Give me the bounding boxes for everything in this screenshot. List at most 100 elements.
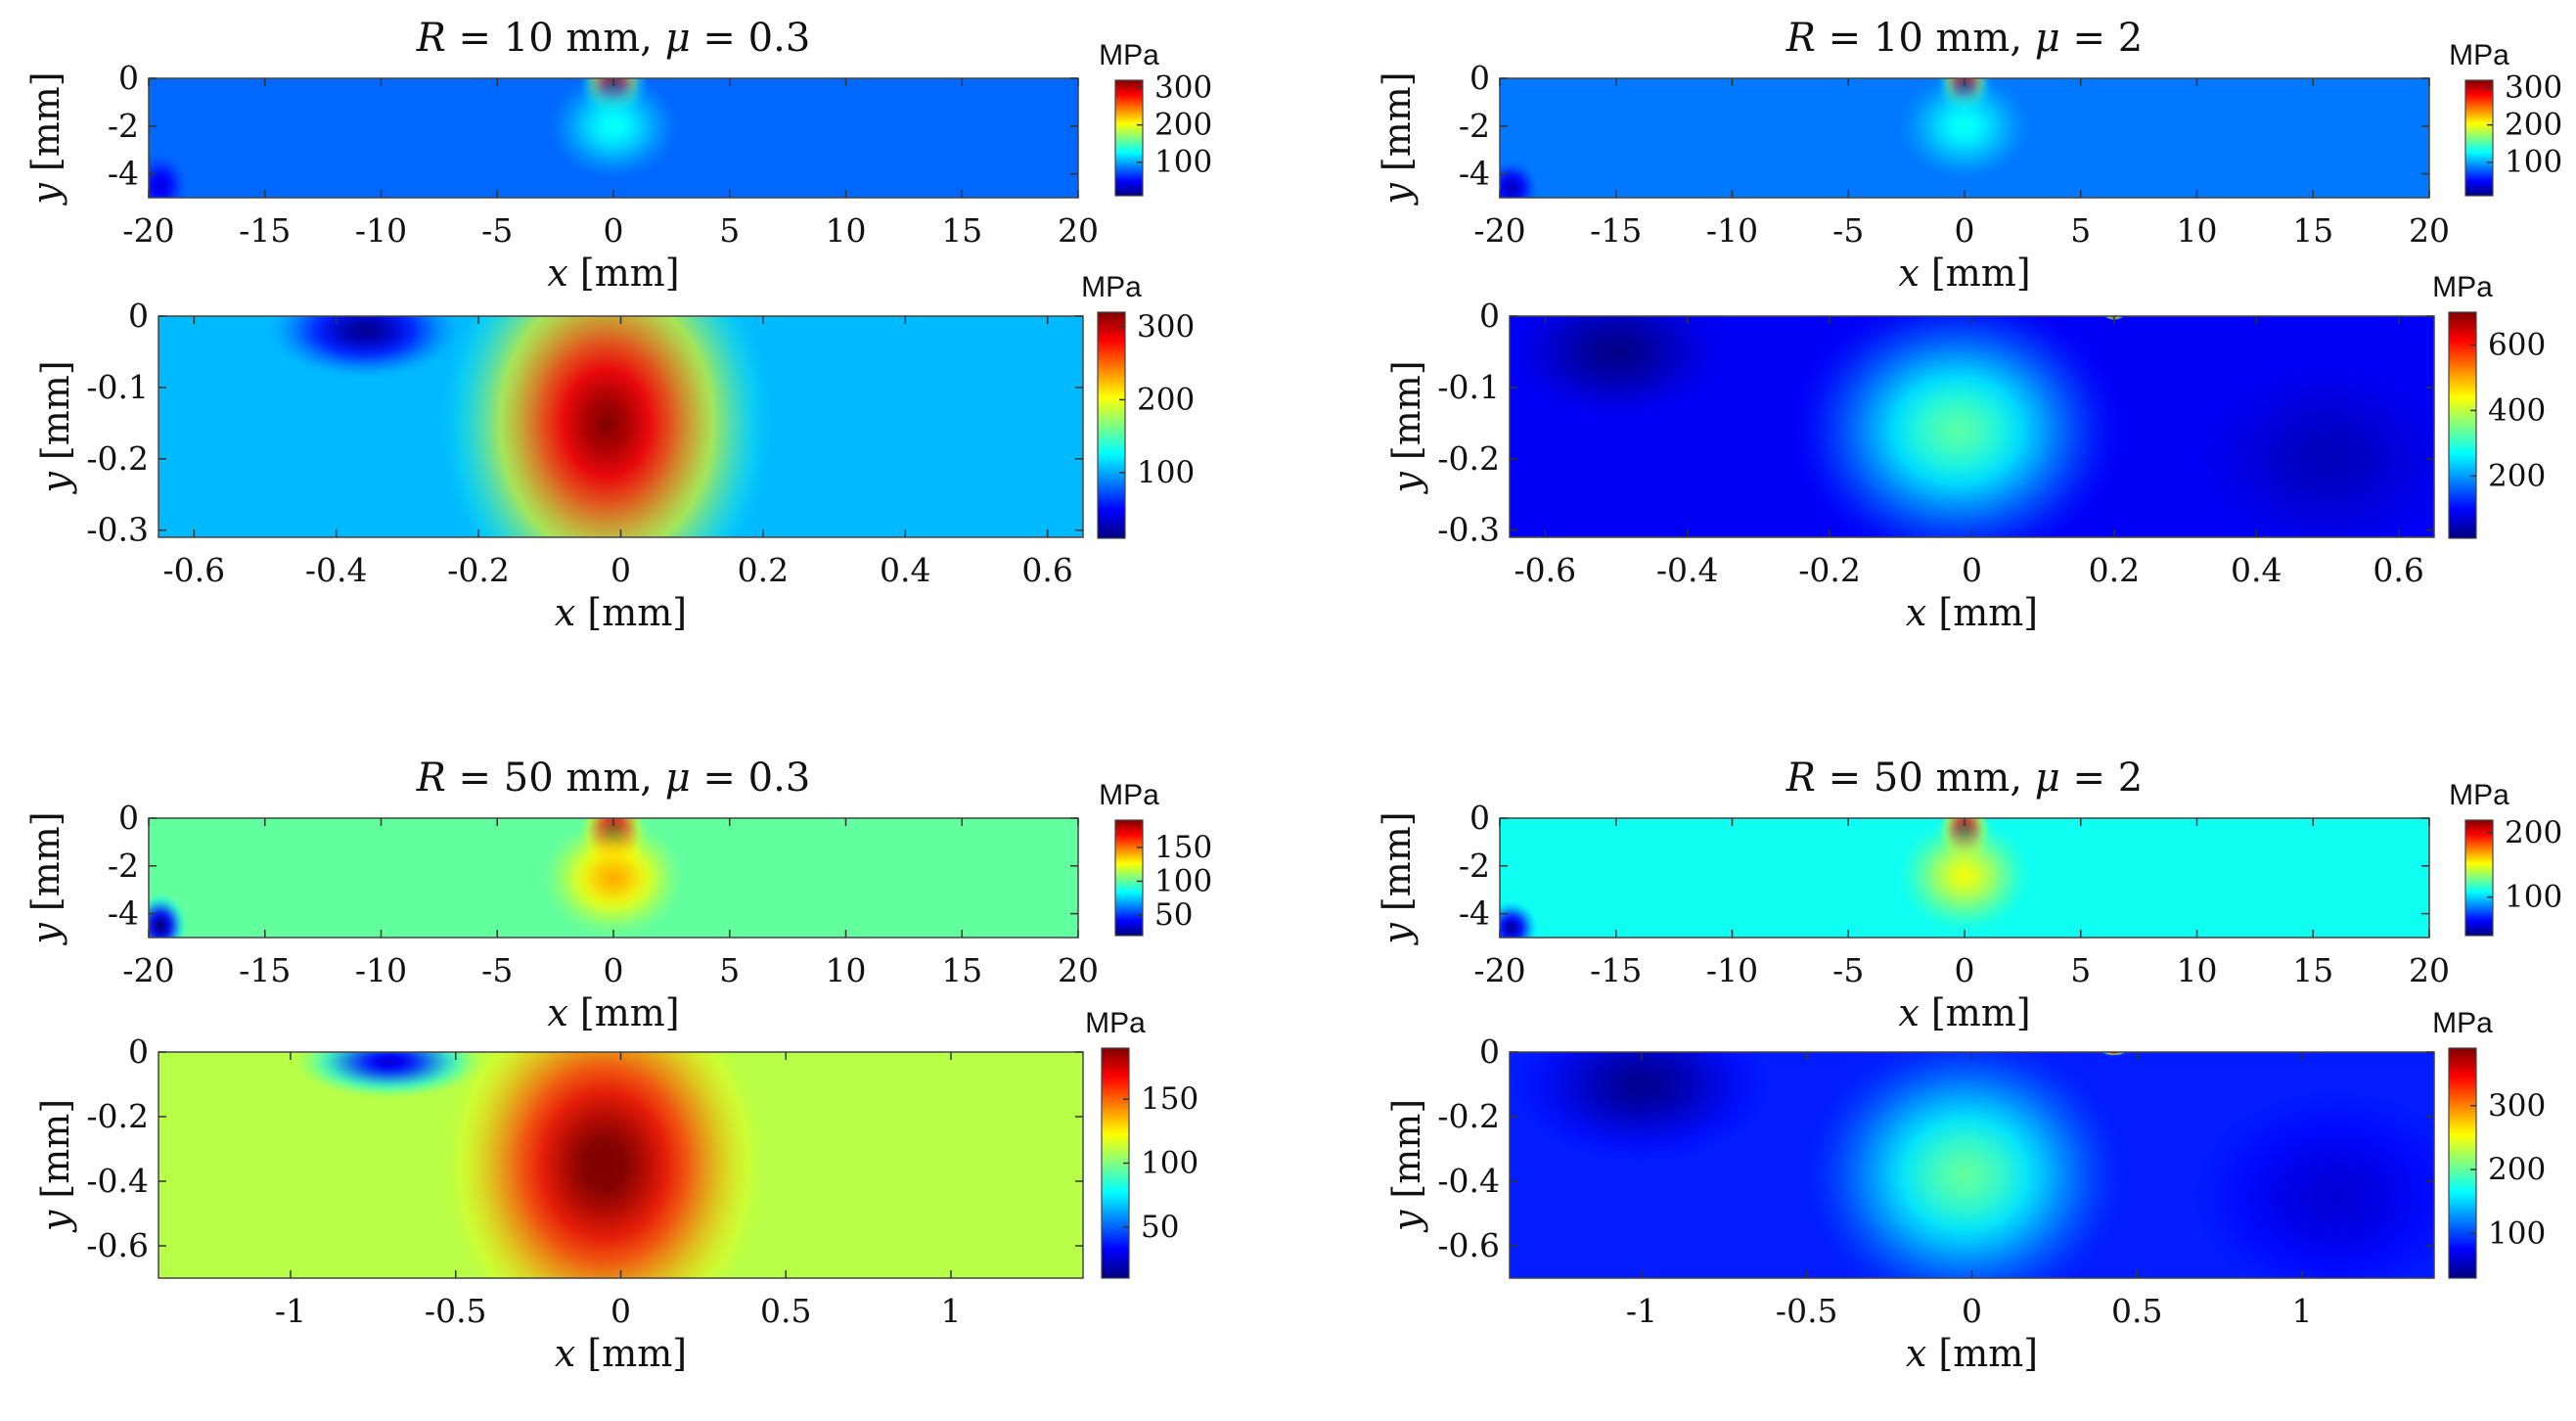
- colorbar-tick-label: 200: [2488, 1152, 2546, 1187]
- y-tick-label: -4: [108, 894, 139, 933]
- y-tick-label: 0: [118, 799, 139, 837]
- colorbar-tick-label: 200: [2505, 815, 2562, 850]
- x-tick-label: -20: [122, 951, 174, 989]
- y-axis-label-1: y [mm]: [34, 360, 77, 494]
- y-tick-label: -4: [1459, 155, 1490, 193]
- colorbar-unit: MPa: [1099, 39, 1159, 71]
- x-tick-label: -15: [239, 211, 291, 250]
- stress-hotspot: [1786, 316, 2129, 537]
- x-ticks-6: -20 -15 -10 -5 0 5 10 15 20: [1473, 818, 2450, 989]
- title-part: R: [416, 756, 446, 801]
- x-tick-label: 0.6: [2373, 551, 2423, 589]
- x-axis-spacer: [1926, 591, 1938, 634]
- x-tick-label: 1: [941, 1292, 962, 1330]
- x-axis-spacer: [568, 991, 580, 1034]
- x-ticks-7: -1 -0.5 0 0.5 1: [1626, 1052, 2313, 1330]
- x-ticks-4: -20 -15 -10 -5 0 5 10 15 20: [122, 818, 1099, 989]
- x-tick-label: -20: [1473, 951, 1525, 989]
- stress-hotspot: [1800, 1052, 2131, 1278]
- y-tick-label: -4: [108, 155, 139, 193]
- colorbar-tick-label: 300: [1137, 309, 1195, 344]
- x-tick-label: 10: [2177, 951, 2218, 989]
- y-tick-label: -2: [1459, 847, 1490, 885]
- x-axis-spacer: [575, 591, 587, 634]
- y-tick-label: -0.2: [86, 439, 149, 478]
- stress-coldspot: [1500, 159, 1540, 198]
- y-axis-variable: y: [1376, 183, 1419, 206]
- x-tick-label: -15: [239, 951, 291, 989]
- y-ticks-6: 0 -2 -4: [1459, 799, 2429, 933]
- colorbar-tick-label: 200: [1137, 382, 1195, 417]
- x-tick-label: -0.4: [1656, 551, 1719, 589]
- x-tick-label: 15: [941, 951, 982, 989]
- stress-coldspot: [149, 152, 189, 198]
- x-tick-label: -0.2: [447, 551, 510, 589]
- x-axis-variable: x: [555, 591, 575, 634]
- y-axis-variable: y: [24, 923, 68, 946]
- stress-hotspot: [543, 78, 684, 184]
- colorbar-scale: [2448, 1047, 2477, 1279]
- colorbar-tick-label: 200: [2488, 458, 2546, 493]
- x-axis-unit: [mm]: [580, 991, 680, 1034]
- x-tick-label: 0.4: [880, 551, 930, 589]
- colorbar-tick-label: 200: [1154, 108, 1212, 143]
- x-ticks-2: -20 -15 -10 -5 0 5 10 15 20: [1473, 78, 2450, 250]
- colorbar-tick-label: 50: [1154, 897, 1193, 933]
- colorbar-scale: [2464, 79, 2494, 197]
- stress-coldspot: [2186, 1084, 2434, 1278]
- x-tick-label: 0: [1955, 211, 1975, 250]
- x-axis-label-0: x [mm]: [547, 252, 679, 295]
- y-tick-label: -0.2: [1437, 439, 1500, 478]
- x-tick-label: 20: [2409, 211, 2450, 250]
- x-tick-label: -0.2: [1798, 551, 1861, 589]
- x-tick-label: -5: [481, 211, 513, 250]
- colorbar-unit: MPa: [2432, 271, 2493, 303]
- title-part: = 0.3: [691, 16, 811, 61]
- y-axis-unit: [mm]: [1385, 360, 1428, 460]
- title-part: = 10 mm,: [1816, 16, 2035, 61]
- y-ticks-4: 0 -2 -4: [108, 799, 1078, 933]
- x-tick-label: 0: [610, 551, 631, 589]
- title-part: = 50 mm,: [446, 756, 665, 801]
- colorbar-tick-label: 300: [2488, 1088, 2546, 1123]
- x-tick-label: 5: [719, 951, 740, 989]
- stress-coldspot: [291, 1052, 489, 1101]
- y-axis-label-6: y [mm]: [1376, 811, 1419, 945]
- x-tick-label: 10: [826, 951, 867, 989]
- x-axis-unit: [mm]: [1931, 252, 2031, 295]
- contour-field-0: [149, 78, 1078, 198]
- title-part: R: [1785, 16, 1816, 61]
- x-tick-label: 20: [1058, 951, 1099, 989]
- panel-title-2: R = 10 mm, μ = 2: [1785, 16, 2143, 61]
- y-ticks-7: 0 -0.2 -0.4 -0.6: [1437, 1032, 2434, 1264]
- x-axis-label-3: x [mm]: [1906, 591, 2038, 634]
- colorbar-tick-label: 100: [2505, 880, 2562, 915]
- x-tick-label: 15: [2292, 211, 2333, 250]
- colorbar-3: 200 400 600 MPa: [2432, 271, 2546, 539]
- colorbar-tick-label: 100: [2505, 145, 2562, 180]
- colorbar-tick-label: 300: [2505, 70, 2562, 106]
- stress-hotspot: [1894, 818, 2035, 936]
- x-axis-variable: x: [1906, 591, 1926, 634]
- x-tick-label: -10: [355, 951, 407, 989]
- y-axis-variable: y: [1385, 1210, 1428, 1233]
- colorbar-tick-label: 100: [1154, 863, 1212, 898]
- y-axis-label-4: y [mm]: [24, 811, 68, 945]
- y-axis-spacer: [1376, 171, 1419, 183]
- title-part: = 0.3: [691, 756, 811, 801]
- x-axis-unit: [mm]: [1931, 991, 2031, 1034]
- colorbar-scale: [2448, 311, 2477, 539]
- panel-title-6: R = 50 mm, μ = 2: [1785, 756, 2143, 801]
- colorbar-tick-label: 100: [1154, 145, 1212, 180]
- x-axis-unit: [mm]: [1938, 1332, 2038, 1375]
- colorbar-5: 50 100 150 MPa: [1085, 1007, 1198, 1279]
- x-tick-label: -0.6: [163, 551, 226, 589]
- y-ticks-3: 0 -0.1 -0.2 -0.3: [1437, 297, 2434, 549]
- x-axis-unit: [mm]: [580, 252, 680, 295]
- x-axis-unit: [mm]: [1938, 591, 2038, 634]
- stress-coldspot: [149, 892, 189, 938]
- x-tick-label: 0: [610, 1292, 631, 1330]
- stress-hotspot: [438, 1052, 770, 1278]
- y-axis-label-0: y [mm]: [24, 71, 68, 206]
